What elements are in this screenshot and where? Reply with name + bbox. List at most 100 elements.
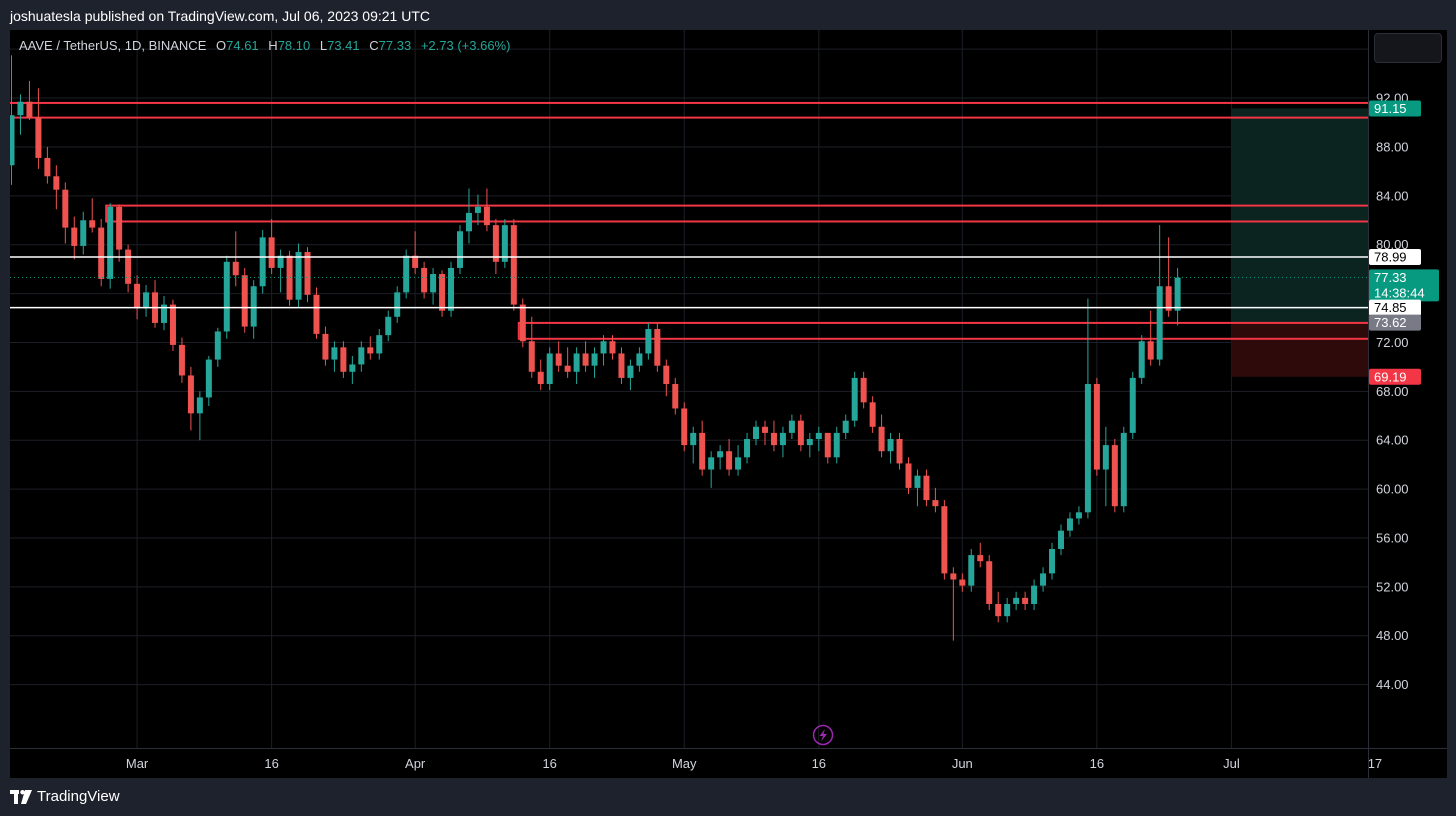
candle-body (609, 341, 616, 354)
candle-body (905, 463, 912, 488)
candle-body (1102, 445, 1109, 470)
candle (376, 329, 383, 360)
x-axis-tick-label: Mar (126, 756, 149, 771)
x-axis-tick-label: 16 (1090, 756, 1104, 771)
candle-body (932, 500, 939, 507)
candle-body (465, 212, 472, 232)
low-value: 73.41 (327, 38, 360, 53)
candle-body (1075, 512, 1082, 519)
candle-body (439, 274, 446, 311)
candle (465, 188, 472, 244)
brand-name: TradingView (37, 788, 120, 805)
candle (107, 203, 114, 289)
x-axis-tick-label: 16 (542, 756, 556, 771)
candle-body (35, 117, 42, 158)
x-axis-tick-label: Jul (1223, 756, 1240, 771)
candle-body (322, 333, 329, 360)
candle-body (645, 329, 652, 354)
candle-body (421, 267, 428, 293)
tradingview-brand[interactable]: TradingView (10, 788, 120, 805)
candle (448, 261, 455, 317)
candle (744, 432, 751, 464)
price-label-bg (1369, 269, 1439, 302)
candle-body (1013, 597, 1020, 604)
candle (385, 310, 392, 342)
candle-body (582, 353, 589, 366)
candle (690, 426, 697, 464)
candle-body (340, 347, 347, 372)
price-label-bg (1369, 314, 1421, 331)
candle-body (555, 353, 562, 366)
price-label-bg (1369, 100, 1421, 117)
candle (905, 457, 912, 494)
candle-body (313, 294, 320, 334)
candle (582, 341, 589, 372)
candle (89, 198, 96, 233)
candle-body (519, 304, 526, 342)
change-value: +2.73 (+3.66%) (420, 38, 511, 53)
candle-body (672, 384, 679, 409)
candle-body (430, 274, 437, 293)
candle (1013, 591, 1020, 611)
candle (394, 286, 401, 323)
candle-body (268, 237, 275, 268)
candle-body (887, 438, 894, 452)
candle-body (89, 220, 96, 228)
candle-body (71, 227, 78, 246)
candle (331, 341, 338, 372)
candle (672, 377, 679, 415)
candle-body (717, 451, 724, 458)
y-axis-tick-label: 64.00 (1376, 433, 1409, 448)
candle-body (753, 426, 760, 439)
candle-body (10, 115, 15, 166)
candle (1040, 567, 1047, 592)
candle-body (178, 344, 185, 376)
candle (654, 322, 661, 372)
candle (1129, 371, 1136, 439)
candle (708, 451, 715, 488)
candle-body (699, 432, 706, 470)
candle (959, 573, 966, 592)
price-axis-label: 69.19 (1369, 368, 1421, 385)
candle (295, 243, 302, 308)
candle (519, 298, 526, 348)
candle-body (1174, 277, 1181, 311)
candle (35, 88, 42, 169)
candle (44, 146, 51, 184)
candle (277, 249, 284, 293)
price-label-bg (1369, 299, 1421, 316)
candle-body (1129, 377, 1136, 433)
candle-body (627, 365, 634, 378)
candle (977, 542, 984, 568)
candle (26, 80, 33, 121)
candle (53, 165, 60, 210)
close-value: 77.33 (378, 38, 412, 53)
y-axis-tick-label: 60.00 (1376, 482, 1409, 497)
candle-body (1120, 432, 1127, 507)
candle-body (394, 292, 401, 317)
candle (1102, 426, 1109, 507)
candle (313, 287, 320, 339)
candle-body (842, 420, 849, 433)
candle-body (1084, 384, 1091, 513)
candle (896, 432, 903, 470)
candle-body (483, 206, 490, 226)
candle-body (169, 304, 176, 345)
candle (950, 567, 957, 641)
chart-pane[interactable]: 96.0092.0088.0084.0080.0076.0072.0068.00… (10, 30, 1447, 778)
candle (564, 347, 571, 378)
chart-control-button[interactable] (1374, 33, 1442, 63)
candle (1120, 426, 1127, 513)
price-chart[interactable]: 96.0092.0088.0084.0080.0076.0072.0068.00… (10, 30, 1447, 778)
candle (62, 182, 69, 244)
symbol-title: AAVE / TetherUS, 1D, BINANCE (19, 38, 207, 53)
candle-body (744, 438, 751, 458)
position-target-zone (1231, 108, 1368, 323)
candle (609, 335, 616, 360)
candle (986, 555, 993, 611)
candle-body (573, 353, 580, 372)
candle-body (349, 364, 356, 372)
x-axis-tick-label: 16 (812, 756, 826, 771)
candle-body (474, 206, 481, 213)
